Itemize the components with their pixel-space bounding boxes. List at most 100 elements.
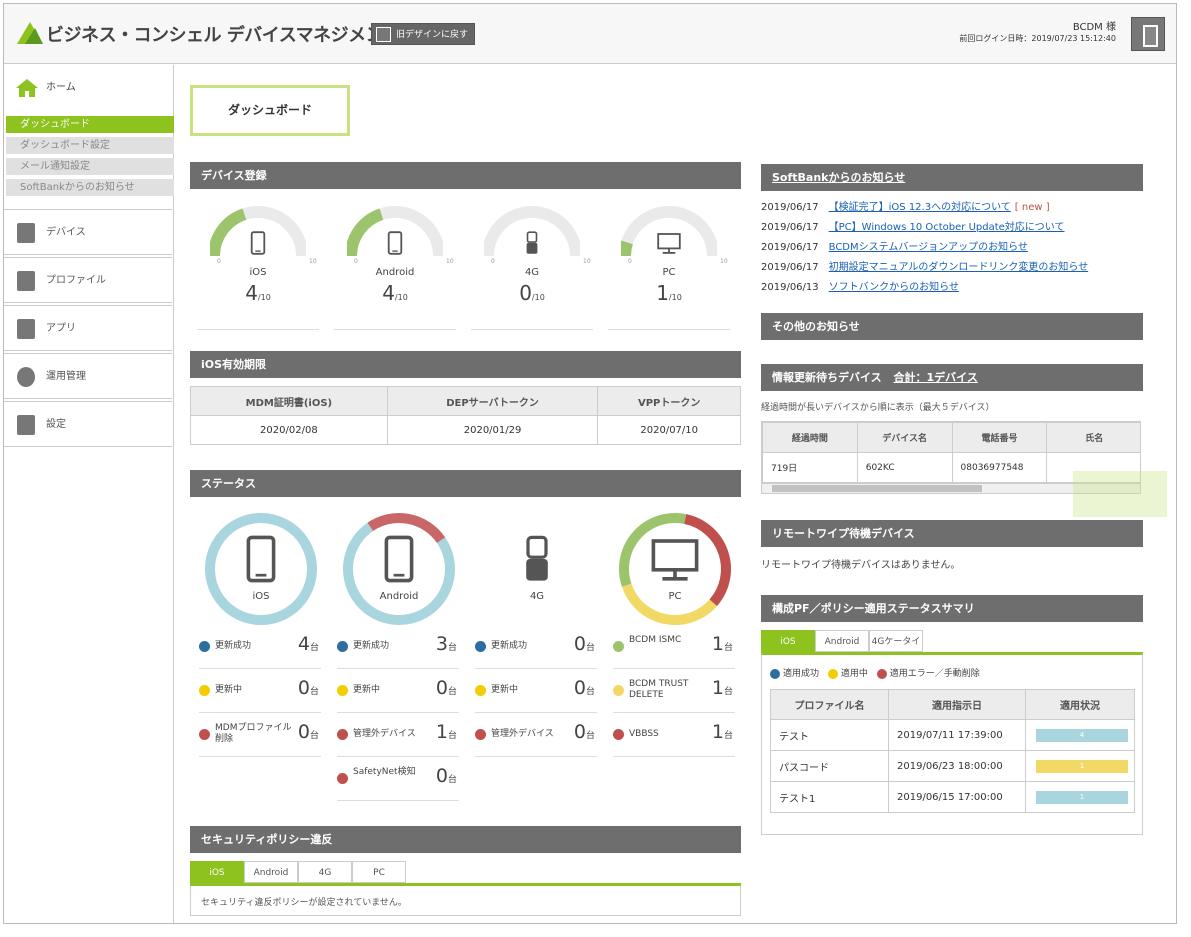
feature-phone-icon [526, 231, 538, 254]
question-icon [827, 668, 838, 679]
pending-header: 情報更新待ちデバイス 合計：1デバイス [761, 364, 1143, 391]
tab-policy-4g[interactable]: 4Gケータイ [869, 630, 923, 652]
status-count: 0 [435, 677, 448, 699]
status-unit: 台 [447, 687, 457, 697]
gauge-label: 4G [524, 267, 540, 278]
table-row[interactable]: 719日 602KC 08036977548 [762, 452, 1140, 482]
status-row[interactable]: 管理外デバイス 0台 [475, 713, 597, 757]
status-row-label: SafetyNet検知 [353, 767, 416, 777]
old-design-button[interactable]: 旧デザインに戻す [371, 23, 476, 45]
warning-icon [337, 729, 348, 740]
gauge-arc [347, 206, 443, 257]
remote-wipe-message: リモートワイプ待機デバイスはありません。 [761, 560, 961, 571]
status-count: 1 [711, 677, 724, 699]
status-row-value: 0台 [298, 677, 319, 699]
status-donut-4g: 4G [476, 511, 598, 621]
table-row[interactable]: パスコード 2019/06/23 18:00:00 1 [770, 750, 1135, 782]
status-unit: 台 [723, 643, 733, 653]
sidebar-item-dashboard[interactable]: ダッシュボード [6, 116, 174, 133]
status-row[interactable]: VBBSS 1台 [613, 713, 735, 757]
scroll-thumb[interactable] [772, 485, 982, 492]
news-link[interactable]: 【PC】Windows 10 October Update対応について [828, 222, 1065, 233]
sidebar-item-dashboard-settings[interactable]: ダッシュボード設定 [6, 137, 174, 154]
pending-total-link[interactable]: 合計：1デバイス [893, 371, 978, 384]
policy-col-date: 適用指示日 [888, 689, 1026, 720]
donut-segment [205, 513, 317, 625]
status-unit: 台 [723, 687, 733, 697]
policy-legend: 適用成功 適用中 適用エラー／手動削除 [770, 666, 980, 679]
nav-app[interactable]: アプリ [4, 305, 172, 351]
policy-status-bar[interactable]: 1 [1036, 790, 1128, 804]
policy-status-cell: 1 [1025, 781, 1135, 813]
status-row[interactable]: 更新中 0台 [475, 669, 597, 713]
device-gauge-ios: 0 10 iOS 4/10 [197, 200, 319, 330]
tab-policy-ios[interactable]: iOS [761, 630, 815, 652]
donut-segment [683, 514, 731, 607]
status-row[interactable]: SafetyNet検知 0台 [337, 757, 459, 801]
status-row[interactable]: 更新中 0台 [199, 669, 321, 713]
news-link[interactable]: 【検証完了】iOS 12.3への対応について [828, 202, 1011, 213]
status-row-label: 管理外デバイス [491, 729, 554, 739]
monitor-icon [657, 233, 681, 254]
sidebar-item-softbank-news[interactable]: SoftBankからのお知らせ [6, 179, 174, 196]
gauge-label: PC [662, 267, 676, 278]
home-icon [16, 79, 38, 97]
table-row[interactable]: テスト 2019/07/11 17:39:00 4 [770, 719, 1135, 751]
gauge-min: 0 [628, 258, 632, 265]
softbank-news-link[interactable]: SoftBankからのお知らせ [772, 171, 906, 184]
pending-scrollbar[interactable] [761, 483, 1141, 494]
status-row[interactable]: 更新成功 4台 [199, 625, 321, 669]
policy-status-bar[interactable]: 1 [1036, 759, 1128, 773]
tab-security-ios[interactable]: iOS [190, 861, 244, 883]
other-news-header: その他のお知らせ [761, 313, 1143, 340]
status-donut-ios: iOS [200, 511, 322, 625]
tab-security-4g[interactable]: 4G [298, 861, 352, 883]
smartphone-icon [250, 231, 266, 255]
tab-security-android[interactable]: Android [244, 861, 298, 883]
logout-door-icon[interactable] [1131, 17, 1165, 51]
news-link[interactable]: ソフトバンクからのお知らせ [828, 282, 959, 293]
policy-status-bar[interactable]: 4 [1036, 728, 1128, 742]
status-row[interactable]: 更新成功 0台 [475, 625, 597, 669]
tab-underline [190, 883, 741, 886]
tab-policy-android[interactable]: Android [815, 630, 869, 652]
status-row-label: 更新中 [353, 685, 381, 695]
legend-applying: 適用中 [840, 669, 868, 679]
gauge-unit: /10 [668, 293, 682, 302]
nav-settings[interactable]: 設定 [4, 401, 172, 447]
pending-col-device: デバイス名 [856, 422, 953, 453]
status-row[interactable]: BCDM ISMC 1台 [613, 625, 735, 669]
policy-date: 2019/06/23 18:00:00 [888, 750, 1026, 782]
nav-operation[interactable]: 運用管理 [4, 353, 172, 399]
softbank-news-header: SoftBankからのお知らせ [761, 164, 1143, 191]
monitor-icon [376, 27, 391, 42]
question-icon [199, 685, 210, 696]
warning-icon [876, 668, 887, 679]
status-row-label: 更新成功 [353, 641, 390, 651]
pending-table: 経過時間 デバイス名 電話番号 氏名 719日 602KC 0803697754… [761, 421, 1141, 483]
nav-profile[interactable]: プロファイル [4, 257, 172, 303]
status-unit: 台 [309, 687, 319, 697]
status-row[interactable]: 管理外デバイス 1台 [337, 713, 459, 757]
donut-segment [621, 583, 717, 625]
table-row[interactable]: テスト1 2019/06/15 17:00:00 1 [770, 781, 1135, 813]
status-row-value: 1台 [712, 633, 733, 655]
news-link[interactable]: 初期設定マニュアルのダウンロードリンク変更のお知らせ [828, 262, 1089, 273]
news-link[interactable]: BCDMシステムバージョンアップのお知らせ [828, 242, 1028, 253]
status-count: 0 [297, 721, 310, 743]
sidebar-item-mail-settings[interactable]: メール通知設定 [6, 158, 174, 175]
status-unit: 台 [309, 643, 319, 653]
news-date: 2019/06/17 [761, 222, 819, 233]
security-empty-message: セキュリティ違反ポリシーが設定されていません。 [190, 886, 741, 916]
status-row[interactable]: BCDM TRUST DELETE 1台 [613, 669, 735, 713]
status-count: 1 [711, 721, 724, 743]
nav-device[interactable]: デバイス [4, 209, 172, 255]
status-row[interactable]: MDMプロファイル削除 0台 [199, 713, 321, 757]
ios-expiry-mdm-value: 2020/02/08 [190, 415, 388, 445]
status-row[interactable]: 更新成功 3台 [337, 625, 459, 669]
gauge-unit: /10 [531, 293, 545, 302]
donut-segment [343, 522, 455, 625]
tab-security-pc[interactable]: PC [352, 861, 406, 883]
sidebar-home[interactable]: ホーム [16, 79, 76, 97]
status-row[interactable]: 更新中 0台 [337, 669, 459, 713]
